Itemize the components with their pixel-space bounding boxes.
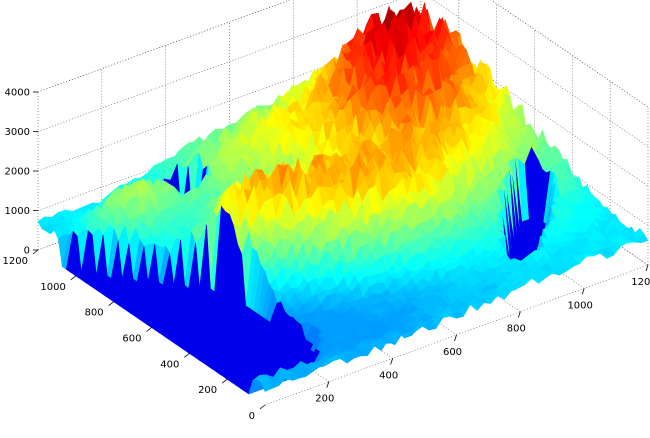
right-tick-label: 400 xyxy=(379,370,398,381)
left-tick-label: 200 xyxy=(198,385,217,396)
left-tick xyxy=(146,327,152,332)
left-tick xyxy=(259,404,266,410)
terrain-surface xyxy=(37,1,649,395)
right-tick-label: 1000 xyxy=(567,300,592,311)
right-tick-label: 200 xyxy=(315,394,334,405)
left-tick xyxy=(32,249,39,255)
right-tick xyxy=(390,358,394,365)
top-outline xyxy=(37,0,649,108)
left-tick xyxy=(108,301,114,306)
right-tick xyxy=(454,334,457,342)
terrain-cell xyxy=(260,379,273,392)
left-tick-label: 800 xyxy=(85,308,104,319)
right-tick xyxy=(326,381,330,388)
right-tick xyxy=(645,264,649,272)
right-tick xyxy=(581,288,585,295)
z-tick-label: 3000 xyxy=(5,127,30,138)
left-tick xyxy=(221,378,228,384)
axes: 0 1000 2000 3000 4000 0 200 400 600 800 1000 1200 20… xyxy=(3,88,650,423)
z-tick-label: 4000 xyxy=(5,88,30,99)
left-tick-label: 600 xyxy=(122,334,141,345)
left-tick-label: 1200 xyxy=(3,256,28,267)
right-tick-label: 1200 xyxy=(631,277,650,288)
z-tick-label: 0 xyxy=(24,246,30,257)
z-tick-label: 1000 xyxy=(5,206,30,217)
z-tick-label: 2000 xyxy=(5,167,30,178)
left-tick-label: 0 xyxy=(249,411,255,422)
z-gridline xyxy=(37,0,649,147)
left-tick xyxy=(70,275,77,281)
left-tick-label: 400 xyxy=(160,359,179,370)
left-tick-label: 1000 xyxy=(40,282,65,293)
right-tick-label: 800 xyxy=(507,324,526,335)
left-tick xyxy=(184,353,190,358)
right-tick xyxy=(517,311,521,318)
right-tick-label: 600 xyxy=(443,347,462,358)
